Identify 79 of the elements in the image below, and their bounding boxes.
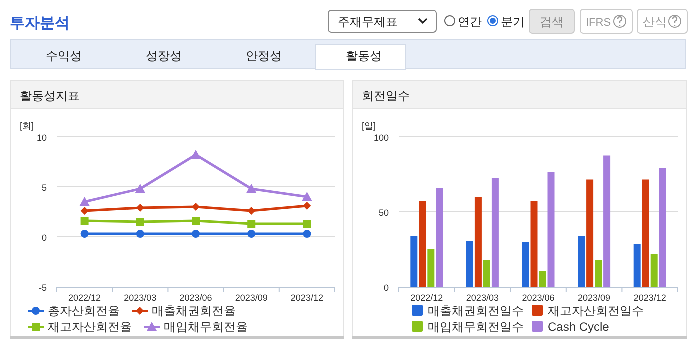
point [136, 218, 144, 226]
point [302, 192, 312, 201]
point [135, 184, 146, 193]
bar [548, 172, 555, 287]
legend-label: 매출채권회전일수 [428, 304, 524, 318]
bar [419, 202, 426, 287]
bar [436, 188, 444, 287]
x-tick-label: 2023/06 [180, 293, 212, 303]
y-tick-label: 5 [42, 183, 47, 193]
legend-label: 재고자산회전일수 [548, 304, 644, 318]
y-tick-label: -5 [38, 283, 47, 293]
x-tick-label: 2023/06 [522, 293, 555, 303]
x-tick-label: 2022/12 [410, 293, 444, 303]
point [303, 220, 312, 228]
y-tick-label: 10 [36, 133, 47, 143]
text: 수익성 [46, 49, 82, 63]
y-tick-label: 0 [42, 233, 47, 243]
point [80, 217, 89, 225]
y-tick-label: 100 [374, 133, 389, 143]
point [80, 207, 89, 215]
bar [650, 254, 658, 287]
x-tick-label: 2023/12 [634, 293, 666, 303]
x-tick-label: 2022/12 [68, 293, 102, 303]
point [303, 230, 312, 238]
point [246, 184, 257, 193]
bar [595, 260, 602, 287]
legend-label: Cash Cycle [548, 320, 610, 334]
bar [410, 236, 418, 287]
text: 활동성 [346, 49, 382, 63]
text: 산식 [643, 15, 667, 29]
point [192, 230, 200, 238]
text: 안정성 [246, 49, 282, 63]
legend-label: 매입채무회전일수 [428, 320, 524, 334]
x-tick-label: 2023/03 [124, 293, 157, 303]
bar [428, 250, 435, 287]
chart-title: 활동성지표 [20, 89, 80, 103]
point [191, 150, 201, 159]
point [136, 230, 144, 238]
legend-label: 총자산회전율 [48, 304, 120, 318]
y-tick-label: 50 [378, 208, 389, 218]
point [80, 230, 89, 238]
bar [604, 156, 611, 287]
legend-label: 매출채권회전율 [152, 304, 236, 318]
bar [466, 241, 474, 287]
point [192, 217, 200, 225]
bar [530, 202, 538, 287]
bar [483, 260, 490, 287]
x-tick-label: 2023/03 [466, 293, 499, 303]
bar [634, 244, 641, 287]
y-tick-label: 0 [384, 283, 389, 293]
y-axis-title: [일] [362, 121, 376, 131]
text: 분기 [501, 15, 525, 29]
x-tick-label: 2023/09 [235, 293, 268, 303]
bar [659, 168, 666, 287]
chart-title: 회전일수 [362, 89, 410, 103]
bar [474, 197, 482, 287]
text: 투자분석 [10, 15, 70, 32]
legend-label: 재고자산회전율 [48, 320, 132, 334]
bar [522, 242, 530, 287]
point [80, 197, 90, 206]
bar [586, 180, 594, 287]
y-axis-title: [회] [20, 121, 34, 131]
point [303, 202, 312, 210]
text: IFRS [586, 17, 612, 29]
text: 성장성 [146, 49, 182, 63]
bar [492, 178, 499, 287]
legend-label: 매입채무회전율 [164, 320, 248, 334]
point [248, 230, 256, 238]
text: 주재무제표 [338, 15, 398, 29]
bar [642, 180, 650, 287]
point [248, 220, 256, 228]
bar [578, 236, 586, 287]
point [248, 207, 256, 215]
text: 검색 [540, 15, 564, 29]
bar [539, 271, 546, 287]
x-tick-label: 2023/09 [578, 293, 611, 303]
x-tick-label: 2023/12 [290, 293, 324, 303]
point [192, 203, 200, 211]
text: 연간 [458, 15, 482, 29]
